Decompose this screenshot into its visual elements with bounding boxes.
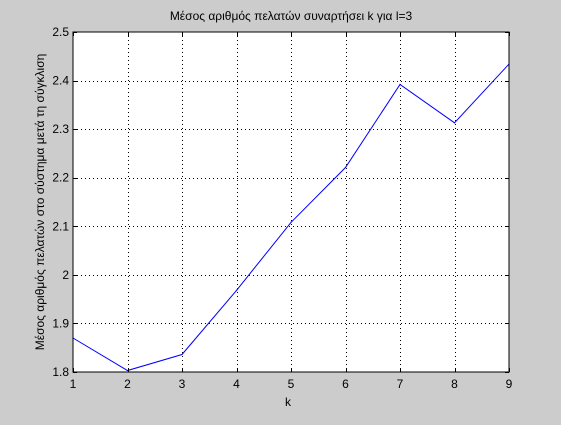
data-point [344,166,347,169]
chart-title: Μέσος αριθμός πελατών συναρτήσει k για l… [170,9,413,23]
y-tick-label: 2.1 [52,219,69,233]
x-tick-label: 4 [233,377,240,391]
data-point [453,122,456,124]
y-tick-label: 1.9 [52,316,69,330]
data-point [126,369,129,372]
y-tick-label: 1.8 [52,365,69,379]
y-tick-label: 2.5 [52,25,69,39]
x-tick-label: 1 [70,377,77,391]
x-tick-label: 8 [451,377,458,391]
data-point [290,221,292,223]
x-tick-label: 2 [124,377,131,391]
x-tick-label: 7 [397,377,404,391]
grid [73,32,509,372]
data-point [399,83,401,86]
y-tick-label: 2 [62,268,69,282]
y-tick-label: 2.3 [52,122,69,136]
ticks: 1 2 3 4 5 6 7 8 9 1.8 1.9 2 2.1 2.2 2.3 2.4 2.5 [52,25,512,391]
x-axis-label: k [285,395,292,409]
x-tick-label: 3 [179,377,186,391]
y-axis-label: Μέσος αριθμός πελατών στο σύστημα μετά τ… [33,54,47,351]
x-tick-label: 9 [506,377,513,391]
data-point [235,289,238,291]
y-tick-label: 2.4 [52,74,69,88]
x-tick-label: 5 [288,377,295,391]
y-tick-label: 2.2 [52,171,69,185]
x-tick-label: 6 [342,377,349,391]
data-point [181,353,183,356]
